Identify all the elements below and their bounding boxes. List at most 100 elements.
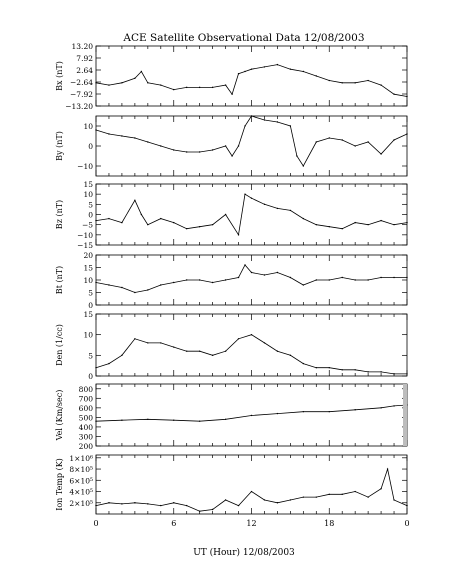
panel-bx: 13.20 7.92 2.64 −2.64 −7.92 −13.20 Bx (nT) (55, 42, 408, 111)
y-tick-label: −13.20 (65, 102, 93, 111)
data-point (198, 226, 201, 228)
y-tick-label: 10 (83, 276, 93, 285)
data-point (380, 488, 382, 490)
data-point (173, 502, 175, 504)
data-point (276, 350, 279, 352)
data-point (160, 84, 162, 86)
y-tick-label: 7.92 (76, 54, 93, 63)
data-point (95, 420, 97, 422)
data-point (147, 141, 149, 143)
data-point (250, 115, 253, 117)
data-point (134, 338, 136, 340)
data-point (380, 407, 382, 409)
data-point (186, 86, 188, 89)
y-tick-label: 15 (83, 264, 93, 273)
data-point (341, 276, 343, 279)
data-point (121, 419, 123, 421)
data-point (250, 490, 253, 493)
data-point (108, 502, 110, 504)
data-point (160, 342, 162, 344)
data-point (134, 291, 136, 294)
y-tick-label: 0 (88, 211, 93, 220)
data-point (198, 350, 201, 352)
data-point (386, 468, 389, 470)
data-point (224, 84, 227, 86)
data-point (367, 79, 369, 82)
data-point (354, 145, 356, 147)
data-point (289, 499, 292, 501)
data-point (393, 373, 395, 375)
y-tick-label: 0 (88, 301, 93, 310)
y-tick-label: −10 (77, 162, 93, 171)
data-point (263, 119, 266, 121)
data-point (328, 137, 330, 139)
panel-by: 10 0 −10 By (nT) (55, 115, 408, 177)
data-point (237, 73, 240, 75)
data-point (250, 197, 253, 199)
y-tick-label: 0 (88, 372, 93, 381)
data-point (276, 63, 279, 66)
data-point (237, 234, 240, 236)
data-point (263, 499, 266, 501)
data-point (302, 70, 305, 73)
data-point (108, 84, 110, 86)
y-tick-label: 800 (79, 385, 94, 394)
data-point (95, 82, 97, 84)
data-point (147, 418, 149, 420)
x-tick-label: 18 (324, 519, 334, 528)
data-point (315, 223, 317, 226)
data-point (367, 371, 369, 373)
data-point (121, 503, 123, 505)
data-point (224, 213, 227, 216)
data-point (250, 414, 253, 417)
data-point (380, 84, 382, 86)
series-line (95, 193, 408, 236)
data-point (315, 367, 317, 369)
data-point (198, 510, 201, 512)
data-point (224, 145, 227, 147)
data-point (160, 145, 162, 147)
data-point (302, 165, 305, 167)
data-point (406, 276, 408, 279)
data-point (160, 504, 162, 507)
data-point (211, 281, 214, 284)
data-point (289, 68, 292, 70)
data-point (224, 418, 227, 420)
data-point (328, 493, 330, 496)
data-point (380, 371, 382, 373)
data-point (380, 153, 382, 155)
data-point (231, 155, 233, 157)
series-line (95, 467, 408, 512)
data-point (211, 86, 214, 89)
data-point (224, 350, 227, 352)
data-point (186, 151, 188, 153)
data-point (289, 209, 292, 212)
data-point (289, 125, 292, 127)
data-point (224, 499, 227, 501)
data-point (237, 504, 240, 507)
panel-frame (95, 313, 408, 377)
data-point (263, 274, 266, 276)
data-point (121, 82, 123, 84)
data-point (95, 367, 97, 369)
data-point (121, 221, 123, 224)
data-point (289, 276, 292, 279)
chart-title: ACE Satellite Observational Data 12/08/2… (122, 32, 364, 44)
y-tick-label: 10 (83, 190, 93, 199)
y-tick-label: −5 (82, 221, 93, 230)
data-point (198, 86, 201, 89)
y-tick-label: 500 (79, 413, 94, 422)
data-point (341, 369, 343, 371)
data-point (237, 276, 240, 279)
data-point (296, 155, 298, 157)
data-point (186, 279, 188, 281)
y-axis-label: Bt (nT) (55, 266, 64, 294)
data-point (134, 137, 136, 139)
series-line (95, 64, 408, 97)
vel-shade (403, 384, 407, 446)
data-point (211, 508, 214, 511)
data-point (302, 284, 305, 286)
data-point (302, 496, 305, 498)
data-point (95, 504, 97, 507)
